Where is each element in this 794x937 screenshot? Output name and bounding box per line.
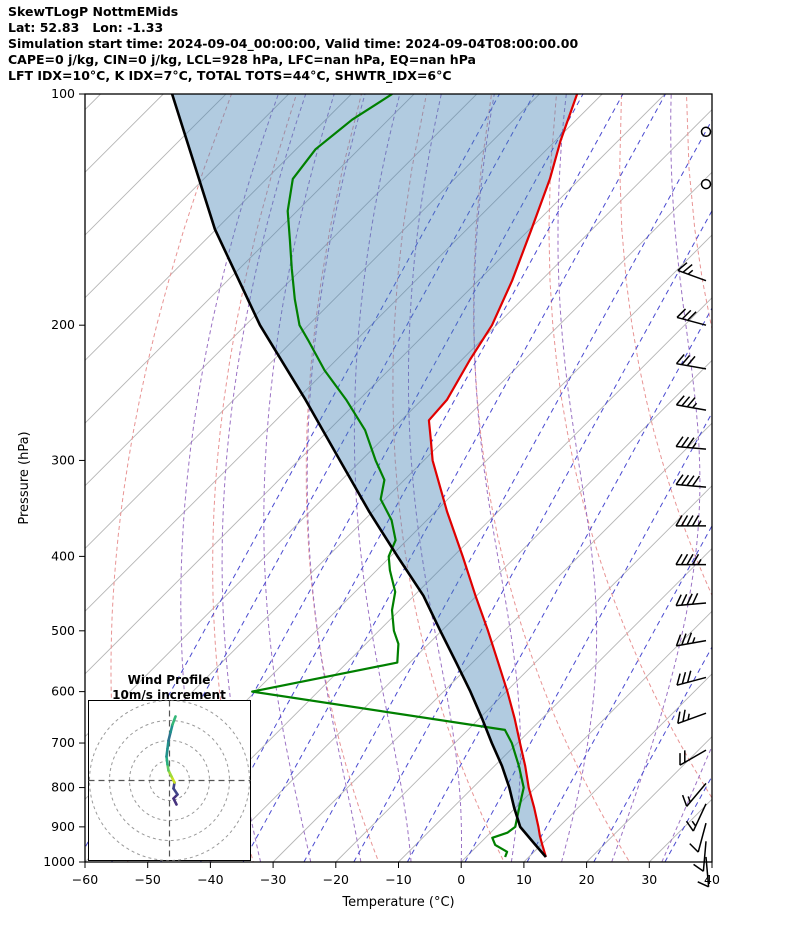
wind-barb: [685, 803, 707, 832]
x-tick-label: 0: [457, 872, 465, 887]
x-tick-label: 40: [704, 872, 720, 887]
wind-barb: [675, 474, 707, 488]
hodograph-trace-segment: [171, 715, 177, 726]
header-line-latlon: Lat: 52.83 Lon: -1.33: [8, 20, 164, 35]
y-tick-label: 600: [51, 684, 75, 699]
x-axis: −60 −50 −40 −30 −20 −10 0 10 20 30 40: [72, 862, 720, 887]
hodograph-trace-segment: [169, 723, 174, 734]
mixing-ratio-line: [200, 94, 624, 862]
moist-adiabats: [180, 94, 712, 862]
mixing-ratio-line: [526, 524, 712, 862]
mixing-ratio-line: [593, 646, 712, 862]
wind-barb: [675, 436, 707, 450]
wind-barb: [675, 354, 707, 370]
wind-barb: [675, 553, 706, 566]
dry-adiabat: [752, 94, 794, 878]
y-axis: 100 200 300 400 500 600 700 800 900 1000: [43, 86, 85, 869]
x-tick-label: −10: [385, 872, 411, 887]
x-tick-label: −30: [260, 872, 286, 887]
moist-adiabat: [263, 94, 335, 862]
moist-adiabat: [661, 745, 712, 862]
wind-barb: [675, 632, 707, 647]
cape-shading: [172, 94, 578, 857]
hodograph-trace-segment: [167, 731, 172, 742]
wind-barb: [676, 670, 707, 686]
wind-barb: [700, 178, 712, 190]
y-tick-label: 300: [51, 452, 75, 467]
y-tick-label: 400: [51, 548, 75, 563]
x-tick-label: −60: [72, 872, 98, 887]
x-tick-label: 20: [579, 872, 595, 887]
y-tick-label: 100: [51, 86, 75, 101]
mixing-ratio-line: [353, 209, 712, 862]
y-tick-label: 800: [51, 780, 75, 795]
hodograph-title: Wind Profile: [128, 673, 211, 687]
y-axis-label: Pressure (hPa): [17, 431, 32, 524]
calm-wind-icon: [700, 126, 712, 138]
wind-barbs: [675, 126, 712, 888]
y-tick-label: 1000: [43, 854, 75, 869]
mixing-ratio-line: [406, 307, 712, 862]
y-tick-label: 200: [51, 317, 75, 332]
y-tick-label: 500: [51, 623, 75, 638]
dry-adiabat: [548, 94, 712, 799]
hodograph-subtitle: 10m/s increment: [112, 688, 226, 702]
mixing-ratio-line: [664, 775, 712, 862]
mixing-ratio-line: [242, 94, 666, 862]
wind-barb: [675, 592, 707, 607]
wind-barb: [677, 262, 707, 282]
x-tick-label: 30: [641, 872, 657, 887]
wind-barb: [689, 822, 707, 853]
y-tick-label: 700: [51, 735, 75, 750]
wind-barb: [675, 515, 706, 527]
moist-adiabat: [306, 94, 366, 862]
y-tick-label: 900: [51, 819, 75, 834]
header-line-title: SkewTLogP NottmEMids: [8, 4, 179, 19]
moist-adiabat: [611, 94, 701, 862]
hodograph-trace-segment: [165, 755, 169, 766]
mixing-ratio-line: [464, 411, 712, 862]
wind-barb: [675, 395, 707, 411]
wind-barb: [700, 126, 712, 138]
wind-barb: [679, 749, 707, 766]
moist-adiabat: [180, 94, 279, 862]
x-tick-label: 10: [516, 872, 532, 887]
x-axis-label: Temperature (°C): [341, 895, 454, 910]
wind-barb: [681, 782, 707, 807]
header-line-cape: CAPE=0 j/kg, CIN=0 j/kg, LCL=928 hPa, LF…: [8, 52, 476, 67]
moist-adiabat: [557, 94, 598, 862]
wind-barb: [676, 308, 707, 326]
header-line-indices: LFT IDX=10°C, K IDX=7°C, TOTAL TOTS=44°C…: [8, 68, 452, 83]
wind-barb: [693, 841, 707, 872]
wind-barb: [697, 856, 710, 888]
x-tick-label: −20: [323, 872, 349, 887]
mixing-ratio-line: [303, 118, 712, 862]
calm-wind-icon: [700, 178, 712, 190]
dry-adiabat: [110, 94, 232, 862]
x-tick-label: −50: [135, 872, 161, 887]
hodograph-trace-segment: [165, 747, 169, 758]
dewpoint-curve: [251, 94, 525, 858]
header-line-times: Simulation start time: 2024-09-04_00:00:…: [8, 36, 579, 51]
temperature-curve: [427, 94, 579, 858]
x-tick-label: −40: [197, 872, 223, 887]
hodograph-trace-segment: [166, 739, 170, 750]
dry-adiabat: [619, 94, 712, 597]
parcel-curve: [170, 94, 547, 858]
moist-adiabat: [473, 94, 521, 862]
wind-barb: [677, 709, 707, 725]
